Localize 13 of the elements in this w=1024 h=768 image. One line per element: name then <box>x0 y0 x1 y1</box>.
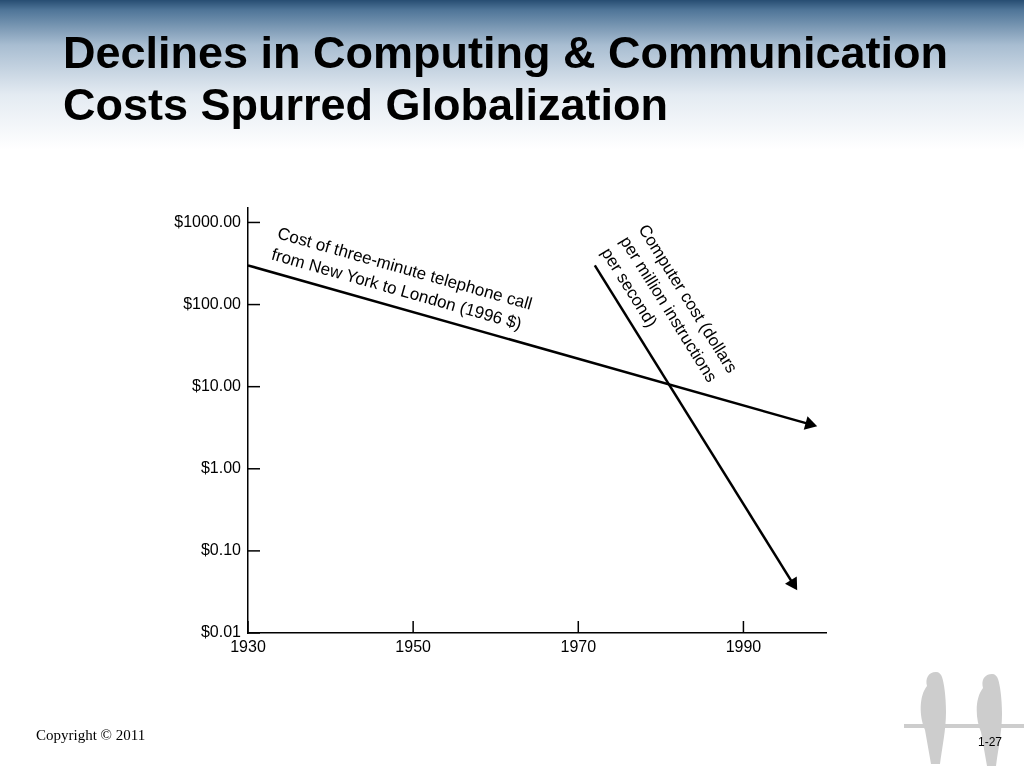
y-tick-label: $1.00 <box>200 459 242 477</box>
x-tick-label: 1930 <box>230 638 266 656</box>
x-tick-label: 1950 <box>395 638 432 656</box>
text: Copyright © 2011 <box>36 727 146 744</box>
chart-title: Declines in Computing & Communication Costs Spurred Globalization <box>63 27 950 131</box>
text: 1-27 <box>978 735 1003 749</box>
y-tick-label: $100.00 <box>183 294 242 312</box>
y-tick-label: $10.00 <box>192 377 242 395</box>
x-tick-label: 1990 <box>725 638 762 656</box>
y-tick-label: $0.01 <box>200 623 242 641</box>
y-tick-label: $1000.00 <box>174 212 242 230</box>
y-tick-label: $0.10 <box>200 541 242 559</box>
x-tick-label: 1970 <box>560 638 597 656</box>
